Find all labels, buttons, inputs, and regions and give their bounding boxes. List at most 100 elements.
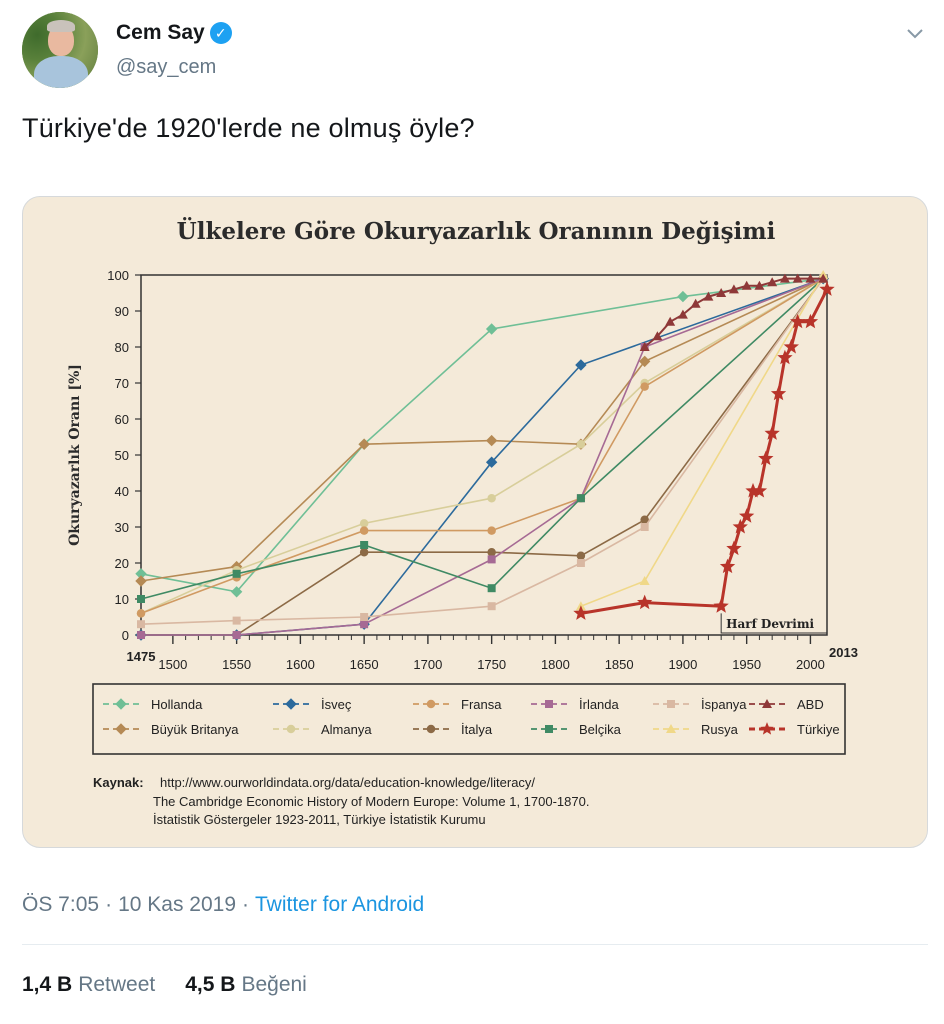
tweet-date[interactable]: 10 Kas 2019 bbox=[118, 893, 236, 916]
meta-separator-2: · bbox=[242, 893, 249, 916]
series-6-point bbox=[576, 551, 586, 561]
series-5-point bbox=[640, 382, 649, 391]
series-11-point bbox=[716, 288, 727, 297]
series-12-point bbox=[713, 598, 729, 613]
chevron-down-icon[interactable] bbox=[904, 22, 926, 44]
series-3-line bbox=[141, 277, 824, 636]
series-4-point bbox=[359, 519, 369, 528]
series-11-point bbox=[677, 309, 688, 319]
x-tick-label: 1750 bbox=[477, 657, 506, 672]
series-10-point bbox=[639, 576, 650, 585]
x-tick-label: 1900 bbox=[668, 657, 697, 672]
y-tick-label: 90 bbox=[115, 304, 129, 319]
series-7-line bbox=[141, 277, 824, 636]
x-tick-label: 1850 bbox=[605, 657, 634, 672]
avatar[interactable] bbox=[22, 12, 98, 88]
y-tick-label: 40 bbox=[115, 484, 129, 499]
series-8-point bbox=[137, 595, 145, 603]
series-12-point bbox=[777, 349, 793, 365]
tweet-header: Cem Say ✓ @say_cem bbox=[22, 12, 932, 92]
legend-swatch-marker bbox=[426, 724, 436, 734]
series-5-point bbox=[487, 526, 496, 535]
series-9-point bbox=[360, 613, 369, 621]
legend-box bbox=[92, 683, 846, 755]
series-7-point bbox=[137, 631, 145, 639]
series-8-point bbox=[487, 584, 496, 593]
series-12-point bbox=[764, 425, 780, 440]
tweet-source[interactable]: Twitter for Android bbox=[255, 893, 425, 916]
series-12-point bbox=[751, 482, 768, 498]
series-11-point bbox=[728, 284, 739, 294]
annotation-bracket bbox=[720, 613, 827, 634]
y-tick-label: 20 bbox=[115, 556, 129, 571]
series-6-point bbox=[640, 515, 649, 525]
series-12-point bbox=[573, 605, 589, 620]
series-2-point bbox=[358, 438, 370, 450]
retweet-count[interactable]: 1,4 B Retweet bbox=[22, 973, 155, 997]
series-9-point bbox=[487, 602, 496, 611]
series-12-point bbox=[739, 508, 755, 523]
series-1-point bbox=[485, 323, 498, 335]
legend-swatch-marker bbox=[115, 723, 127, 735]
source-line: The Cambridge Economic History of Modern… bbox=[153, 794, 589, 809]
legend-swatch-marker bbox=[286, 724, 296, 734]
y-tick-label: 50 bbox=[115, 448, 129, 463]
series-11-point bbox=[652, 331, 663, 341]
y-axis-label: Okuryazarlık Oranı [%] bbox=[67, 364, 83, 546]
tweet-stats: 1,4 B Retweet 4,5 B Beğeni bbox=[22, 973, 337, 997]
legend-label: İrlanda bbox=[579, 697, 620, 712]
y-tick-label: 0 bbox=[122, 628, 129, 643]
series-9-point bbox=[576, 559, 585, 567]
series-4-line bbox=[140, 277, 824, 615]
series-12-point bbox=[819, 281, 835, 296]
x-tick-label: 2000 bbox=[796, 657, 825, 672]
series-7-point bbox=[360, 620, 369, 629]
user-name-row[interactable]: Cem Say ✓ bbox=[116, 21, 232, 45]
series-11-point bbox=[767, 277, 778, 287]
tweet-image[interactable]: Ülkelere Göre Okuryazarlık Oranının Deği… bbox=[22, 196, 928, 848]
series-12-point bbox=[719, 558, 736, 574]
series-11-point bbox=[754, 280, 765, 290]
series-11-point bbox=[741, 280, 752, 290]
series-4-point bbox=[487, 493, 496, 503]
legend-label: Almanya bbox=[321, 722, 372, 737]
series-5-line bbox=[140, 277, 824, 615]
chart-title: Ülkelere Göre Okuryazarlık Oranının Deği… bbox=[177, 217, 776, 245]
series-8-point bbox=[360, 541, 369, 549]
y-tick-label: 80 bbox=[115, 340, 129, 355]
user-handle[interactable]: @say_cem bbox=[116, 56, 217, 78]
tweet-time[interactable]: ÖS 7:05 bbox=[22, 893, 100, 916]
series-12-point bbox=[802, 313, 819, 329]
legend-swatch-marker bbox=[285, 698, 297, 710]
x-tick-label: 1500 bbox=[158, 657, 187, 672]
series-12-point bbox=[637, 594, 653, 610]
series-5-point bbox=[136, 609, 146, 618]
series-12-point bbox=[726, 540, 742, 556]
x-tick-label: 1650 bbox=[350, 657, 379, 672]
series-1-point bbox=[230, 586, 243, 598]
series-6-line bbox=[141, 278, 824, 636]
source-line: İstatistik Göstergeler 1923-2011, Türkiy… bbox=[153, 812, 486, 827]
x-tick-label: 1950 bbox=[732, 657, 761, 672]
legend-label: ABD bbox=[797, 697, 824, 712]
legend-label: Fransa bbox=[461, 697, 502, 712]
series-9-point bbox=[137, 620, 145, 629]
series-8-line bbox=[140, 278, 824, 600]
legend-swatch-marker bbox=[545, 725, 553, 733]
series-8-point bbox=[576, 494, 585, 503]
series-11-point bbox=[805, 273, 816, 283]
user-name[interactable]: Cem Say bbox=[116, 21, 205, 44]
legend-swatch-marker bbox=[667, 700, 675, 708]
legend-swatch-marker bbox=[762, 699, 772, 708]
tweet-meta: ÖS 7:05 · 10 Kas 2019 · Twitter for Andr… bbox=[22, 893, 424, 917]
legend-label: Belçika bbox=[579, 722, 622, 737]
retweet-number: 1,4 B bbox=[22, 973, 73, 996]
series-12-point bbox=[732, 518, 748, 534]
like-label: Beğeni bbox=[241, 973, 307, 996]
legend-label: Türkiye bbox=[797, 722, 840, 737]
series-12-point bbox=[758, 450, 774, 466]
x-tick-label: 1550 bbox=[222, 657, 251, 672]
series-6-point bbox=[487, 547, 496, 557]
like-count[interactable]: 4,5 B Beğeni bbox=[185, 973, 307, 997]
series-11-point bbox=[792, 273, 803, 283]
